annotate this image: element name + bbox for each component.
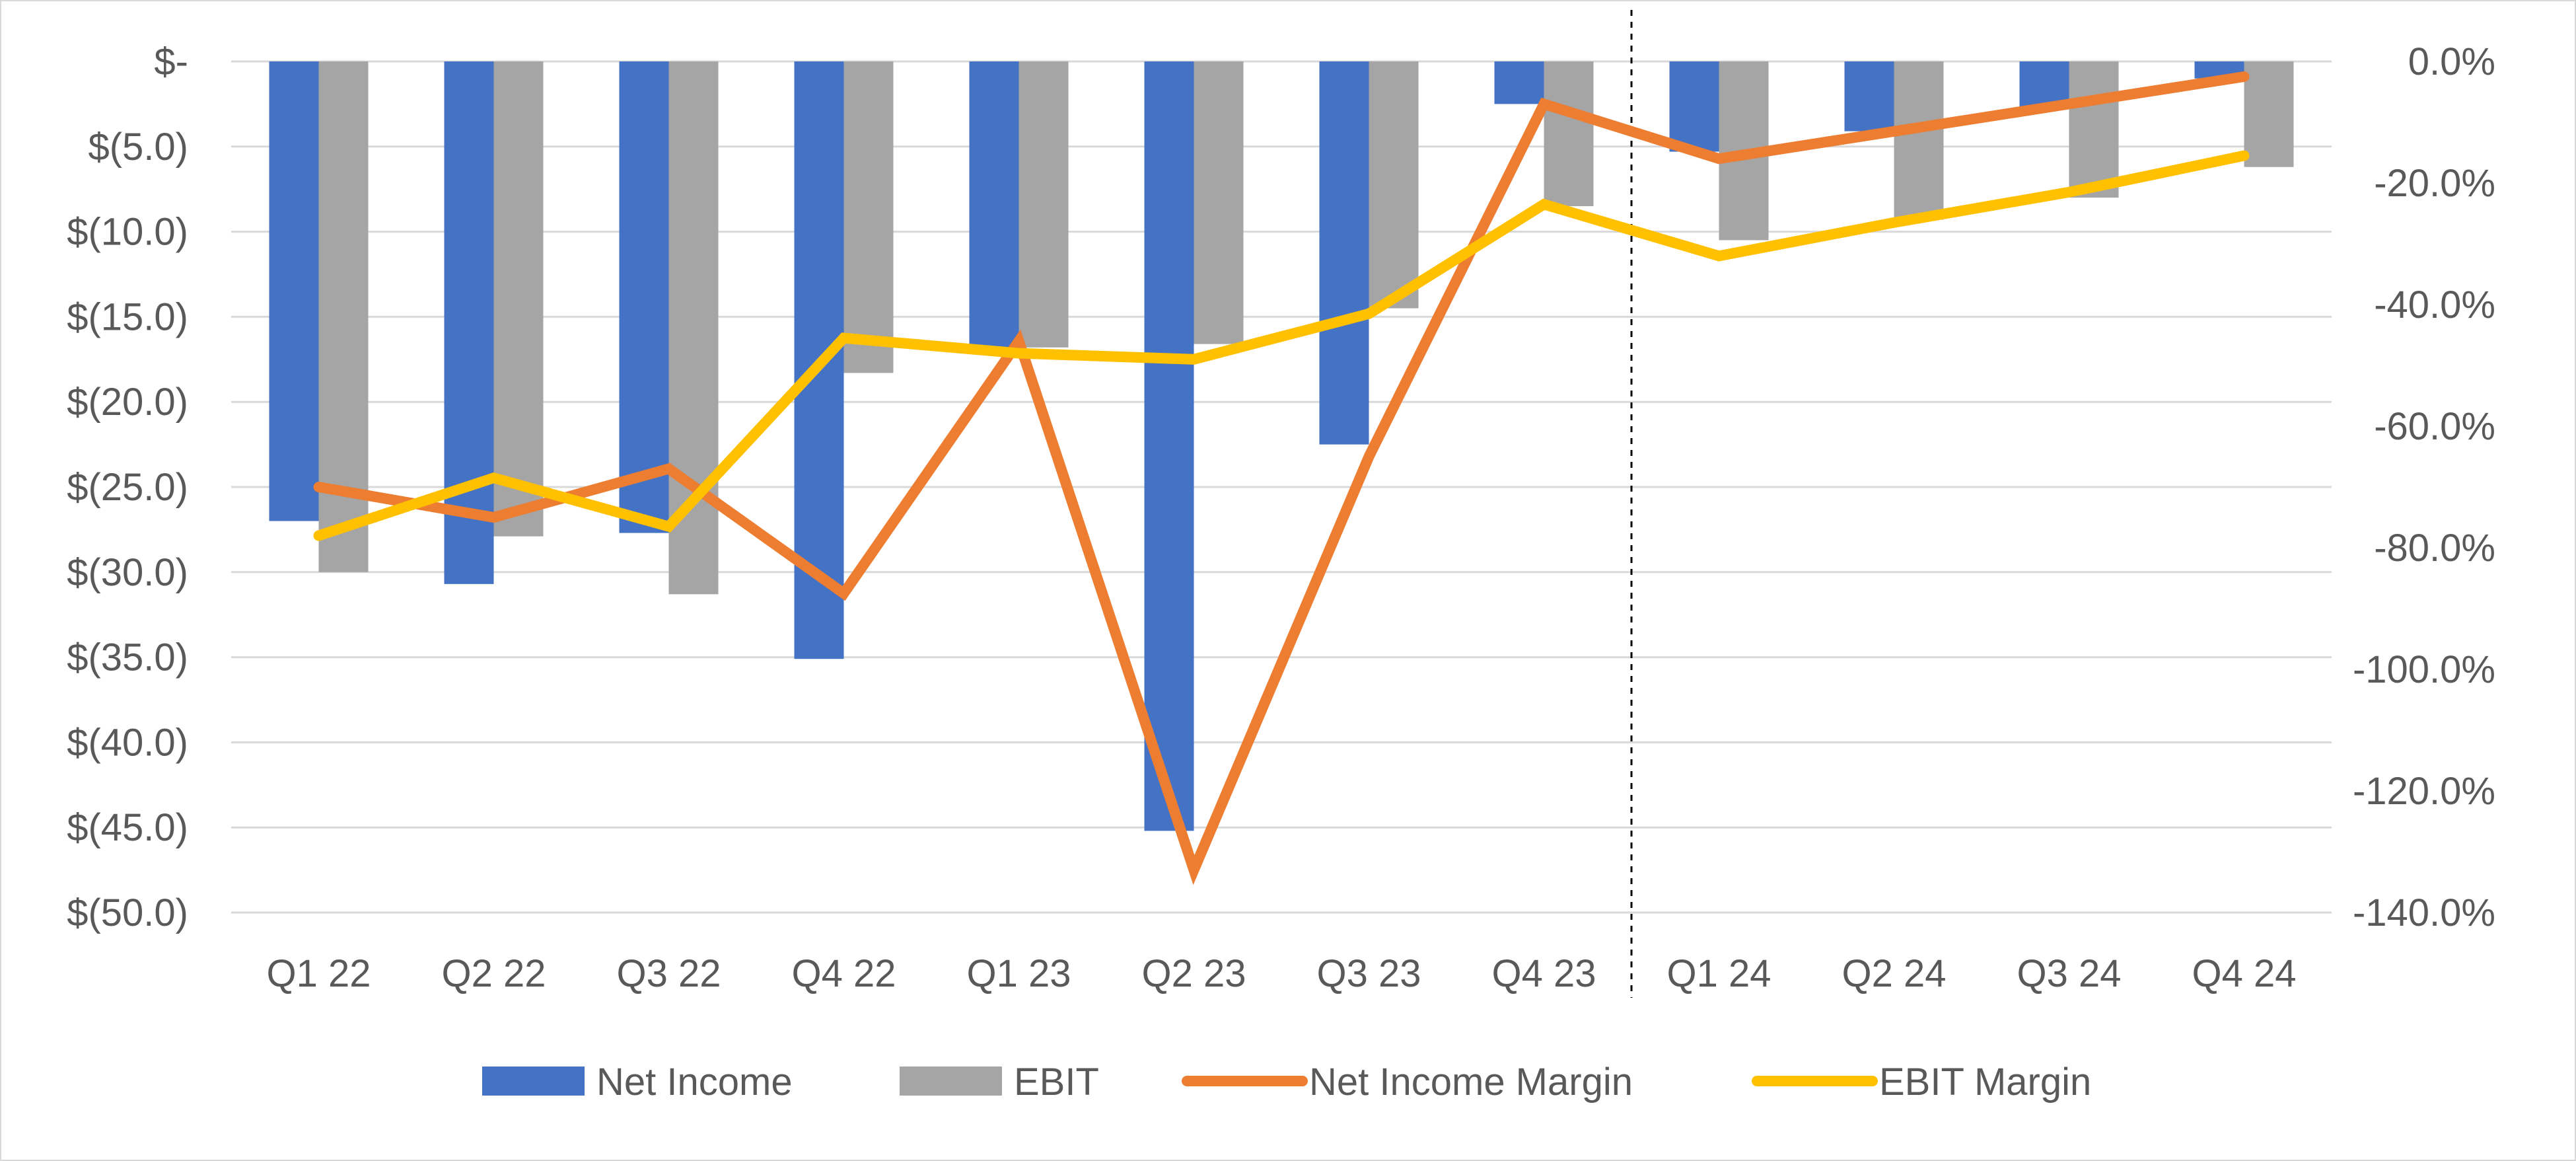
right-tick-label: -80.0%	[2374, 527, 2495, 570]
right-tick-label: -60.0%	[2374, 405, 2495, 448]
left-axis-ticks: $- $(5.0) $(10.0) $(15.0) $(20.0) $(25.0) $(30…	[67, 40, 188, 934]
left-tick-label: $(40.0)	[67, 721, 188, 764]
left-tick-label: $(30.0)	[67, 551, 188, 594]
bar-ebit-q4-24	[2244, 61, 2294, 167]
bar-series	[269, 61, 2294, 831]
legend-label-net-income: Net Income	[596, 1061, 793, 1104]
right-axis-ticks: 0.0% -20.0% -40.0% -60.0% -80.0% -100.0% -120.…	[2353, 40, 2495, 934]
x-tick-label: Q4 24	[2192, 952, 2297, 995]
left-tick-label: $(25.0)	[67, 466, 188, 509]
right-tick-label: -120.0%	[2353, 770, 2495, 813]
left-tick-label: $(35.0)	[67, 636, 188, 679]
bar-ebit-q4-23	[1544, 61, 1594, 206]
left-tick-label: $(20.0)	[67, 381, 188, 424]
x-tick-label: Q1 24	[1667, 952, 1771, 995]
left-tick-label: $(10.0)	[67, 211, 188, 254]
gridlines	[231, 60, 2332, 914]
left-tick-label: $(15.0)	[67, 295, 188, 338]
bar-ebit-q4-22	[843, 61, 894, 373]
bar-net-income-q2-23	[1144, 61, 1194, 831]
x-tick-label: Q4 22	[792, 952, 896, 995]
bar-net-income-q3-22	[619, 61, 669, 533]
x-tick-label: Q3 22	[617, 952, 721, 995]
bar-net-income-q4-23	[1494, 61, 1544, 104]
right-tick-label: -140.0%	[2353, 891, 2495, 934]
x-tick-label: Q2 23	[1142, 952, 1246, 995]
left-tick-label: $(45.0)	[67, 806, 188, 849]
left-tick-label: $-	[154, 40, 188, 83]
legend: Net Income EBIT Net Income Margin EBIT Marg…	[482, 1061, 2091, 1104]
right-tick-label: -40.0%	[2374, 283, 2495, 326]
x-tick-label: Q1 23	[967, 952, 1071, 995]
x-tick-label: Q2 24	[1842, 952, 1947, 995]
x-tick-label: Q4 23	[1492, 952, 1596, 995]
x-tick-label: Q1 22	[267, 952, 371, 995]
bar-net-income-q3-23	[1319, 61, 1369, 445]
legend-label-net-income-margin: Net Income Margin	[1309, 1061, 1633, 1104]
x-tick-label: Q3 24	[2017, 952, 2122, 995]
bar-net-income-q2-24	[1844, 61, 1894, 131]
bar-net-income-q1-24	[1669, 61, 1719, 152]
right-tick-label: -100.0%	[2353, 648, 2495, 691]
line-net-income-margin	[313, 71, 2250, 885]
right-tick-label: 0.0%	[2408, 40, 2495, 83]
legend-swatch-net-income	[482, 1067, 585, 1096]
line-ebit-margin	[313, 150, 2250, 541]
legend-label-ebit-margin: EBIT Margin	[1879, 1061, 2091, 1104]
legend-label-ebit: EBIT	[1014, 1061, 1099, 1104]
bar-ebit-q3-23	[1369, 61, 1419, 309]
bar-ebit-q1-23	[1019, 61, 1069, 348]
left-tick-label: $(50.0)	[67, 891, 188, 934]
bar-ebit-q3-24	[2069, 61, 2119, 198]
bar-ebit-q2-22	[493, 61, 544, 537]
x-axis-ticks: Q1 22 Q2 22 Q3 22 Q4 22 Q1 23 Q2 23 Q3 23 Q4 23…	[267, 952, 2297, 995]
left-tick-label: $(5.0)	[88, 126, 188, 169]
bar-ebit-q2-23	[1194, 61, 1244, 344]
legend-swatch-ebit	[900, 1067, 1002, 1096]
bar-net-income-q1-22	[269, 61, 319, 521]
bar-ebit-q2-24	[1894, 61, 1944, 220]
right-tick-label: -20.0%	[2374, 162, 2495, 205]
line-series	[313, 71, 2250, 885]
x-tick-label: Q3 23	[1317, 952, 1421, 995]
x-tick-label: Q2 22	[442, 952, 546, 995]
bar-net-income-q1-23	[969, 61, 1019, 348]
